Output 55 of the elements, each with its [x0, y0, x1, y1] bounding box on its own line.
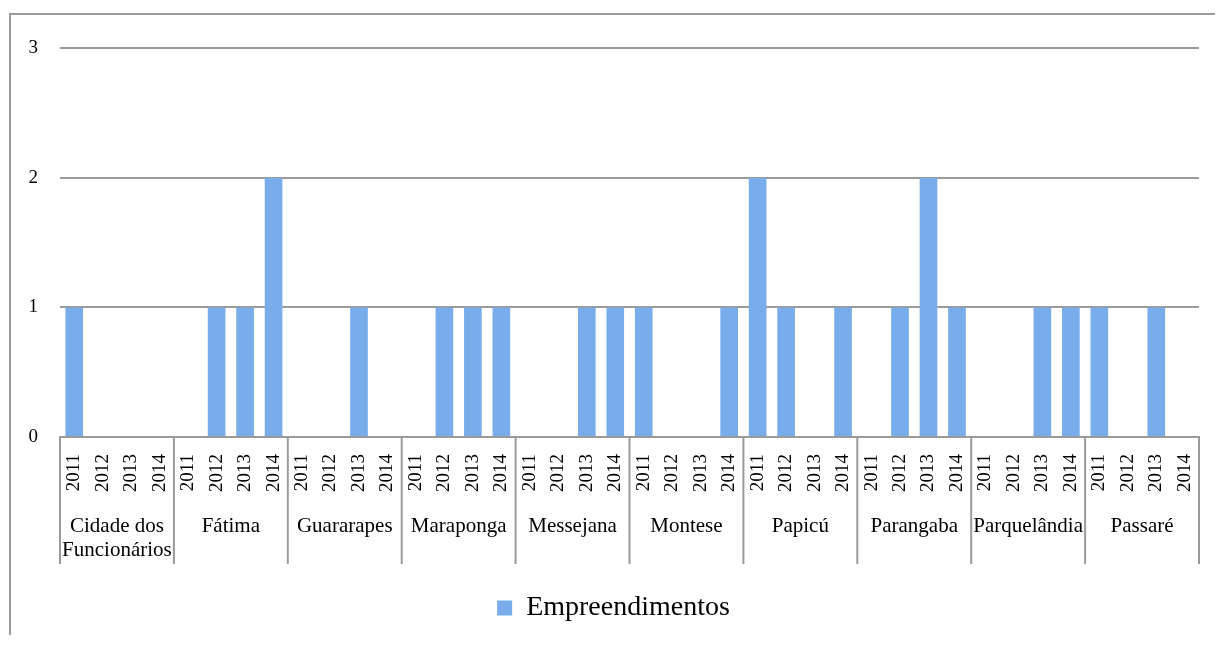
text: Guararapes — [296, 512, 393, 537]
x-tick-label: 2011 — [176, 454, 198, 492]
x-tick-label: 2012 — [546, 454, 568, 492]
x-tick-label: 2013 — [233, 454, 255, 492]
text: Messejana — [528, 512, 618, 537]
y-tick-label: 3 — [28, 36, 38, 58]
x-tick-label: 2013 — [119, 454, 141, 492]
x-tick-label: 2011 — [62, 454, 84, 492]
text: Cidade dos Funcionários — [62, 512, 172, 561]
x-tick-label: 2012 — [660, 454, 682, 492]
x-tick-label: 2011 — [745, 454, 767, 492]
x-tick-label: 2014 — [831, 453, 853, 492]
x-tick-label: 2014 — [261, 453, 283, 492]
x-tick-label: 2014 — [489, 453, 511, 492]
x-tick-label: 2012 — [432, 454, 454, 492]
x-tick-label: 2014 — [717, 453, 739, 492]
x-tick-label: 2012 — [1115, 454, 1137, 492]
y-tick-label: 2 — [28, 165, 38, 187]
x-tick-label: 2011 — [290, 454, 312, 492]
x-tick-label: 2014 — [944, 453, 966, 492]
text: Montese — [650, 512, 723, 537]
text: Passaré — [1110, 512, 1174, 537]
text: Parquelândia — [973, 512, 1084, 537]
x-tick-label: 2013 — [1030, 454, 1052, 492]
y-tick-label: 1 — [28, 295, 38, 317]
x-tick-label: 2011 — [1087, 454, 1109, 492]
text: Papicú — [771, 512, 830, 537]
x-tick-label: 2011 — [631, 454, 653, 492]
x-tick-label: 2011 — [859, 454, 881, 492]
x-tick-label: 2011 — [517, 454, 539, 492]
text: Fátima — [201, 512, 261, 537]
x-tick-label: 2013 — [688, 454, 710, 492]
legend-label: Empreendimentos — [526, 590, 730, 622]
x-tick-label: 2014 — [375, 453, 397, 492]
x-tick-label: 2012 — [1001, 454, 1023, 492]
y-tick-label: 0 — [28, 424, 38, 446]
x-tick-label: 2013 — [1144, 454, 1166, 492]
text: Parangaba — [870, 512, 959, 537]
x-tick-label: 2011 — [403, 454, 425, 492]
x-tick-label: 2013 — [916, 454, 938, 492]
x-tick-label: 2014 — [1172, 453, 1194, 492]
x-tick-label: 2013 — [346, 454, 368, 492]
x-tick-label: 2014 — [1058, 453, 1080, 492]
text: Maraponga — [410, 512, 508, 537]
x-tick-label: 2014 — [147, 453, 169, 492]
x-tick-label: 2012 — [90, 454, 112, 492]
x-tick-label: 2012 — [888, 454, 909, 492]
x-tick-label: 2013 — [460, 454, 482, 492]
x-tick-label: 2012 — [774, 454, 796, 492]
x-tick-label: 2012 — [318, 454, 340, 492]
x-tick-label: 2013 — [574, 454, 596, 492]
x-tick-label: 2013 — [802, 454, 824, 492]
x-tick-label: 2014 — [603, 453, 625, 492]
x-tick-label: 2012 — [204, 454, 226, 492]
x-tick-label: 2011 — [973, 454, 995, 492]
